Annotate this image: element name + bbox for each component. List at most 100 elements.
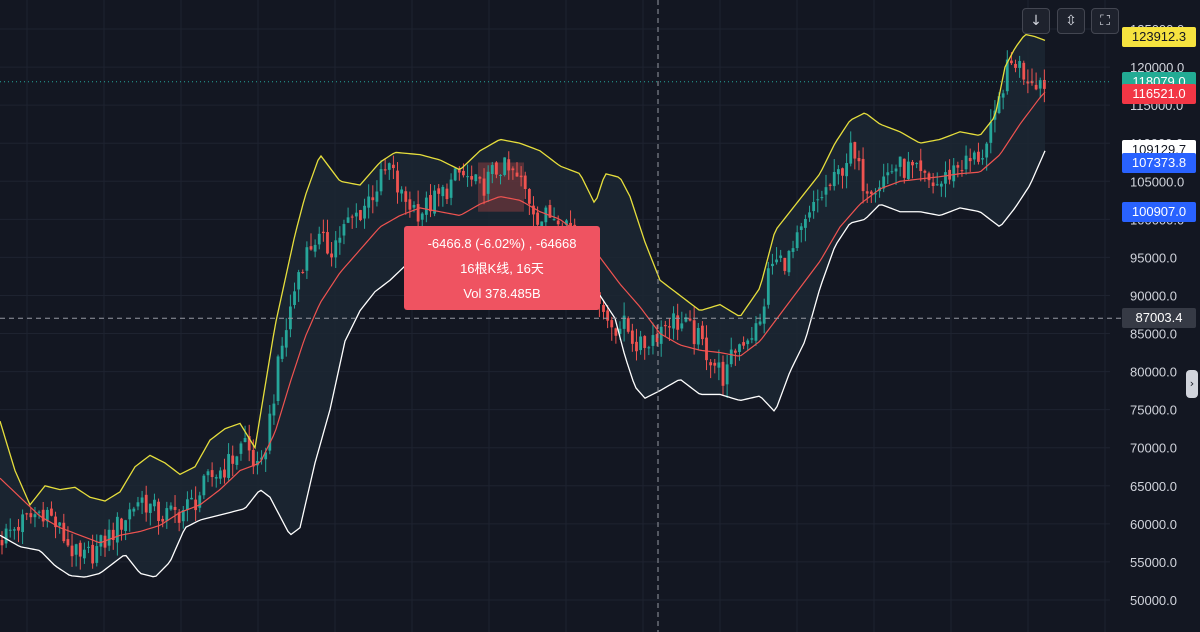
candle-body <box>968 157 972 162</box>
candle-body <box>898 156 902 167</box>
candle-body <box>622 315 626 329</box>
candle-body <box>12 529 16 531</box>
candle-body <box>214 477 218 479</box>
candle-body <box>58 522 62 526</box>
candle-body <box>379 169 383 192</box>
candle-body <box>886 172 890 176</box>
candle-body <box>857 158 861 162</box>
candle-body <box>235 456 239 465</box>
candle-body <box>83 549 86 559</box>
candle-body <box>890 171 894 173</box>
candle-body <box>911 161 914 166</box>
y-axis-tick-label: 105000.0 <box>1130 174 1184 189</box>
candle-body <box>321 231 325 234</box>
fullscreen-button[interactable]: ⛶ <box>1091 8 1119 34</box>
bollinger-band-fill <box>0 34 1045 578</box>
candle-body <box>647 347 651 349</box>
candle-body <box>832 172 836 187</box>
candle-body <box>721 361 725 386</box>
candle-body <box>272 403 276 416</box>
candle-body <box>29 513 33 518</box>
candle-body <box>548 205 552 218</box>
candle-body <box>1001 93 1005 98</box>
candle-body <box>194 499 198 511</box>
candle-body <box>733 350 737 353</box>
candle-body <box>659 326 663 344</box>
candle-body <box>305 247 309 271</box>
candle-body <box>95 546 99 563</box>
candle-body <box>482 178 486 196</box>
candle-body <box>894 168 898 172</box>
candle-body <box>680 323 684 329</box>
candle-body <box>354 212 358 217</box>
candle-body <box>503 157 507 175</box>
collapse-button[interactable]: ⇳ <box>1057 8 1085 34</box>
candle-body <box>342 224 346 236</box>
y-axis-tick-label: 90000.0 <box>1130 288 1177 303</box>
candle-body <box>861 158 865 192</box>
candle-body <box>499 175 502 177</box>
bollinger-upper-line <box>0 33 1046 507</box>
candle-body <box>474 174 478 182</box>
candle-body <box>148 503 152 513</box>
candle-body <box>639 336 642 351</box>
candle-body <box>606 310 610 321</box>
scroll-right-handle[interactable]: › <box>1186 370 1198 398</box>
candle-body <box>1014 63 1017 68</box>
candle-body <box>45 509 49 522</box>
candle-body <box>17 526 20 531</box>
candle-body <box>964 155 968 170</box>
candle-body <box>688 318 692 321</box>
candle-body <box>915 163 919 165</box>
candle-body <box>1026 81 1030 84</box>
candle-body <box>552 219 556 221</box>
y-axis-tick-label: 85000.0 <box>1130 327 1177 342</box>
candle-body <box>453 168 457 181</box>
candle-body <box>470 176 474 180</box>
candle-body <box>120 518 123 530</box>
candle-body <box>202 475 206 496</box>
candle-body <box>795 232 799 249</box>
candle-body <box>556 220 560 225</box>
candle-body <box>643 336 647 348</box>
candle-body <box>437 188 441 194</box>
y-axis-tick-label: 80000.0 <box>1130 365 1177 380</box>
candle-body <box>37 511 41 513</box>
candle-body <box>227 454 230 478</box>
y-axis-tick-label: 50000.0 <box>1130 593 1177 608</box>
candle-body <box>62 522 66 542</box>
candle-body <box>169 505 173 510</box>
candle-body <box>569 222 572 228</box>
candle-body <box>111 529 115 540</box>
candle-body <box>157 501 160 522</box>
candle-body <box>956 165 960 168</box>
candle-body <box>297 272 301 290</box>
candle-body <box>8 529 12 531</box>
candle-body <box>1018 61 1022 68</box>
candle-body <box>392 164 395 169</box>
candle-body <box>132 508 136 512</box>
candle-body <box>808 212 811 218</box>
download-button[interactable]: ↓ <box>1022 8 1050 34</box>
bollinger-middle-line <box>0 91 1046 544</box>
y-axis-tick-label: 120000.0 <box>1130 60 1184 75</box>
candle-body <box>1038 80 1042 89</box>
fullscreen-icon: ⛶ <box>1100 13 1110 29</box>
candle-body <box>103 535 107 548</box>
measure-volume-text: Vol 378.485B <box>463 286 541 301</box>
candle-body <box>346 217 350 223</box>
candle-body <box>251 449 255 467</box>
candle-body <box>478 177 482 179</box>
candle-body <box>565 220 568 225</box>
candle-body <box>495 162 498 175</box>
candle-body <box>4 528 8 544</box>
candle-body <box>849 142 853 164</box>
candle-body <box>717 362 721 368</box>
candle-body <box>280 345 284 359</box>
candle-body <box>371 197 375 201</box>
candle-body <box>350 216 354 218</box>
candle-body <box>519 175 523 178</box>
candle-body <box>243 438 247 442</box>
